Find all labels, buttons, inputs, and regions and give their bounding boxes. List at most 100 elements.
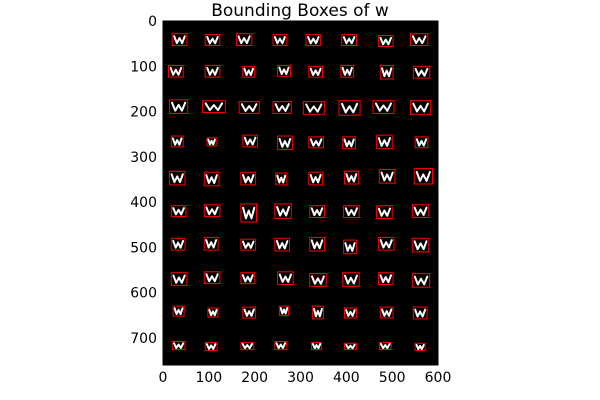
bounding-box-r5-c5 <box>343 205 360 218</box>
x-tick-label-1: 100 <box>195 370 222 386</box>
glyph-w-r5-c5 <box>344 207 358 217</box>
glyph-w-r5-c7 <box>413 206 428 216</box>
bounding-box-r7-c3 <box>277 271 294 285</box>
glyph-w-r0-c4 <box>307 36 320 45</box>
bounding-box-r5-c2 <box>240 203 257 223</box>
x-axis: 0 100 200 300 400 500 600 <box>159 361 451 386</box>
y-tick-label-6: 600 <box>130 286 157 302</box>
glyph-w-r7-c5 <box>344 274 358 285</box>
glyph-w-r8-c6 <box>381 308 393 317</box>
bounding-box-r0-c2 <box>235 33 253 47</box>
bounding-box-r8-c1 <box>207 307 219 318</box>
bounding-box-r2-c3 <box>272 101 292 114</box>
glyph-w-r6-c2 <box>242 240 255 249</box>
glyph-w-r3-c4 <box>309 138 323 147</box>
glyph-w-r3-c7 <box>415 138 428 147</box>
bounding-box-r7-c4 <box>309 273 327 287</box>
y-tick-label-3: 300 <box>130 150 157 166</box>
glyph-w-r9-c4 <box>311 343 322 350</box>
glyph-w-r7-c1 <box>205 273 219 283</box>
glyph-w-r1-c6 <box>381 67 393 78</box>
glyph-w-r5-c2 <box>242 206 256 220</box>
glyph-w-r6-c6 <box>379 239 393 249</box>
glyph-w-r0-c2 <box>237 35 251 45</box>
glyph-w-r1-c0 <box>169 66 183 76</box>
bounding-box-r0-c4 <box>305 34 322 46</box>
glyph-w-r9-c5 <box>345 343 356 350</box>
bounding-box-r2-c6 <box>372 100 395 114</box>
bounding-box-r5-c6 <box>376 205 393 219</box>
bounding-box-r4-c1 <box>203 171 220 187</box>
glyph-w-r4-c7 <box>415 170 431 182</box>
bounding-box-r3-c7 <box>414 136 429 149</box>
glyph-w-r9-c7 <box>415 343 425 351</box>
glyph-w-r7-c3 <box>278 273 292 283</box>
bounding-box-r1-c1 <box>204 64 221 78</box>
bounding-box-r4-c0 <box>168 170 186 186</box>
glyph-w-r1-c2 <box>243 67 254 76</box>
bounding-box-r9-c6 <box>378 341 392 351</box>
glyph-w-r1-c5 <box>341 66 353 76</box>
x-tick-label-2: 200 <box>241 370 268 386</box>
glyph-w-r3-c2 <box>243 136 257 146</box>
bounding-box-r8-c0 <box>172 305 185 317</box>
glyph-w-r8-c7 <box>414 308 427 318</box>
bounding-box-r6-c1 <box>203 236 219 251</box>
glyph-w-r6-c4 <box>310 239 324 250</box>
bounding-box-r0-c6 <box>377 35 394 47</box>
y-tick-label-2: 200 <box>130 105 157 121</box>
bounding-box-r1-c4 <box>308 65 324 78</box>
glyph-w-r0-c5 <box>342 36 356 45</box>
bounding-box-r7-c6 <box>377 272 394 286</box>
bounding-box-r9-c1 <box>204 341 218 351</box>
bounding-box-r8-c4 <box>311 305 324 320</box>
bounding-box-r9-c5 <box>344 342 357 351</box>
glyph-w-r5-c1 <box>205 206 219 216</box>
glyph-w-r4-c5 <box>345 173 358 183</box>
x-tick-label-4: 400 <box>333 370 360 386</box>
x-tick-label-3: 300 <box>287 370 314 386</box>
bounding-box-r0-c0 <box>171 33 188 47</box>
bounding-box-r5-c0 <box>170 205 187 218</box>
glyph-w-r2-c6 <box>374 102 392 112</box>
glyph-w-r8-c1 <box>208 309 218 317</box>
bounding-box-r1-c0 <box>168 64 184 78</box>
image-plot-area <box>162 20 439 366</box>
glyph-w-r3-c1 <box>207 138 216 146</box>
y-tick-label-1: 100 <box>130 59 157 75</box>
bounding-box-r4-c4 <box>308 171 324 186</box>
glyph-w-r2-c2 <box>240 103 258 112</box>
bounding-box-r0-c3 <box>272 34 288 46</box>
bounding-box-r3-c5 <box>342 136 357 150</box>
glyph-w-r2-c3 <box>274 103 290 112</box>
glyph-w-r0-c6 <box>379 36 392 46</box>
glyph-w-r3-c6 <box>377 137 391 147</box>
glyph-w-r6-c7 <box>413 240 428 251</box>
glyph-w-r8-c3 <box>279 307 289 315</box>
bounding-box-r4-c6 <box>378 169 396 184</box>
glyph-w-r2-c1 <box>204 102 224 112</box>
bounding-box-r0-c1 <box>204 34 221 46</box>
glyph-w-r8-c5 <box>345 309 356 317</box>
bounding-box-r5-c1 <box>203 204 221 218</box>
glyph-w-r9-c1 <box>205 343 217 350</box>
bounding-box-r3-c1 <box>206 137 217 147</box>
bounding-box-r6-c5 <box>343 239 357 255</box>
glyph-w-r5-c6 <box>377 207 391 217</box>
bounding-box-r6-c4 <box>309 236 325 252</box>
glyph-w-r5-c4 <box>310 207 324 217</box>
glyph-w-r6-c1 <box>205 239 218 249</box>
bounding-box-r8-c5 <box>344 307 357 319</box>
glyph-w-r0-c0 <box>173 35 186 45</box>
bounding-box-r3-c2 <box>242 134 259 148</box>
glyph-w-r9-c6 <box>380 343 391 350</box>
glyph-w-r2-c4 <box>305 103 323 113</box>
bounding-box-r3-c6 <box>376 134 393 150</box>
bounding-box-r6-c2 <box>240 238 257 251</box>
glyph-w-r6-c0 <box>172 239 185 249</box>
glyph-w-r0-c7 <box>411 35 427 45</box>
glyph-w-r8-c4 <box>313 307 323 318</box>
glyph-w-r9-c3 <box>275 342 287 349</box>
bounding-box-r9-c4 <box>311 341 323 351</box>
